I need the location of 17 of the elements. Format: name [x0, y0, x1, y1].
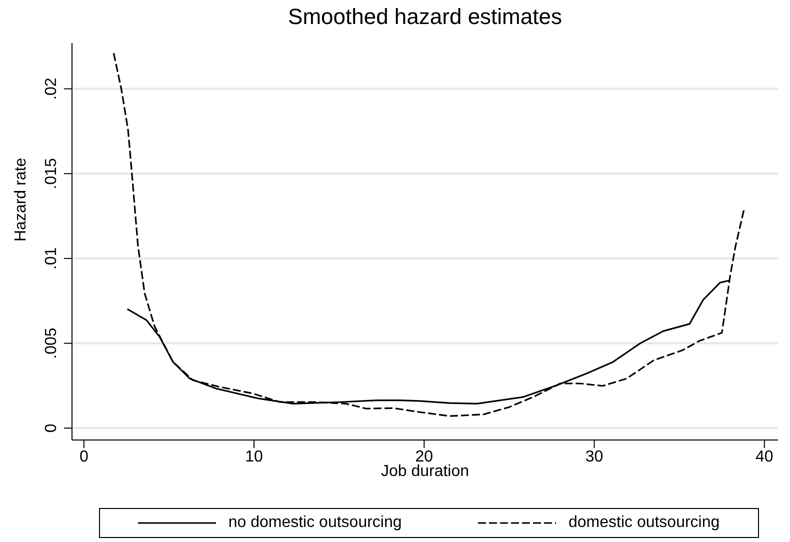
legend-label: domestic outsourcing [568, 514, 720, 532]
y-tick-label: 0 [43, 424, 60, 433]
chart-title: Smoothed hazard estimates [287, 4, 563, 30]
x-tick-label: 10 [245, 448, 264, 466]
line-series [126, 280, 730, 404]
legend-label: no domestic outsourcing [228, 514, 402, 532]
y-tick-label: .015 [43, 158, 60, 190]
y-axis-title: Hazard rate [12, 158, 30, 242]
x-tick-label: 40 [755, 448, 774, 466]
x-tick-label: 20 [415, 448, 434, 466]
y-tick-label: .005 [43, 328, 60, 359]
y-tick-label: .02 [43, 78, 60, 100]
x-tick-label: 30 [585, 448, 604, 466]
line-series [112, 52, 745, 417]
x-axis-title: Job duration [380, 463, 470, 480]
y-tick-label: .01 [43, 247, 60, 270]
x-tick-label: 0 [79, 448, 88, 466]
